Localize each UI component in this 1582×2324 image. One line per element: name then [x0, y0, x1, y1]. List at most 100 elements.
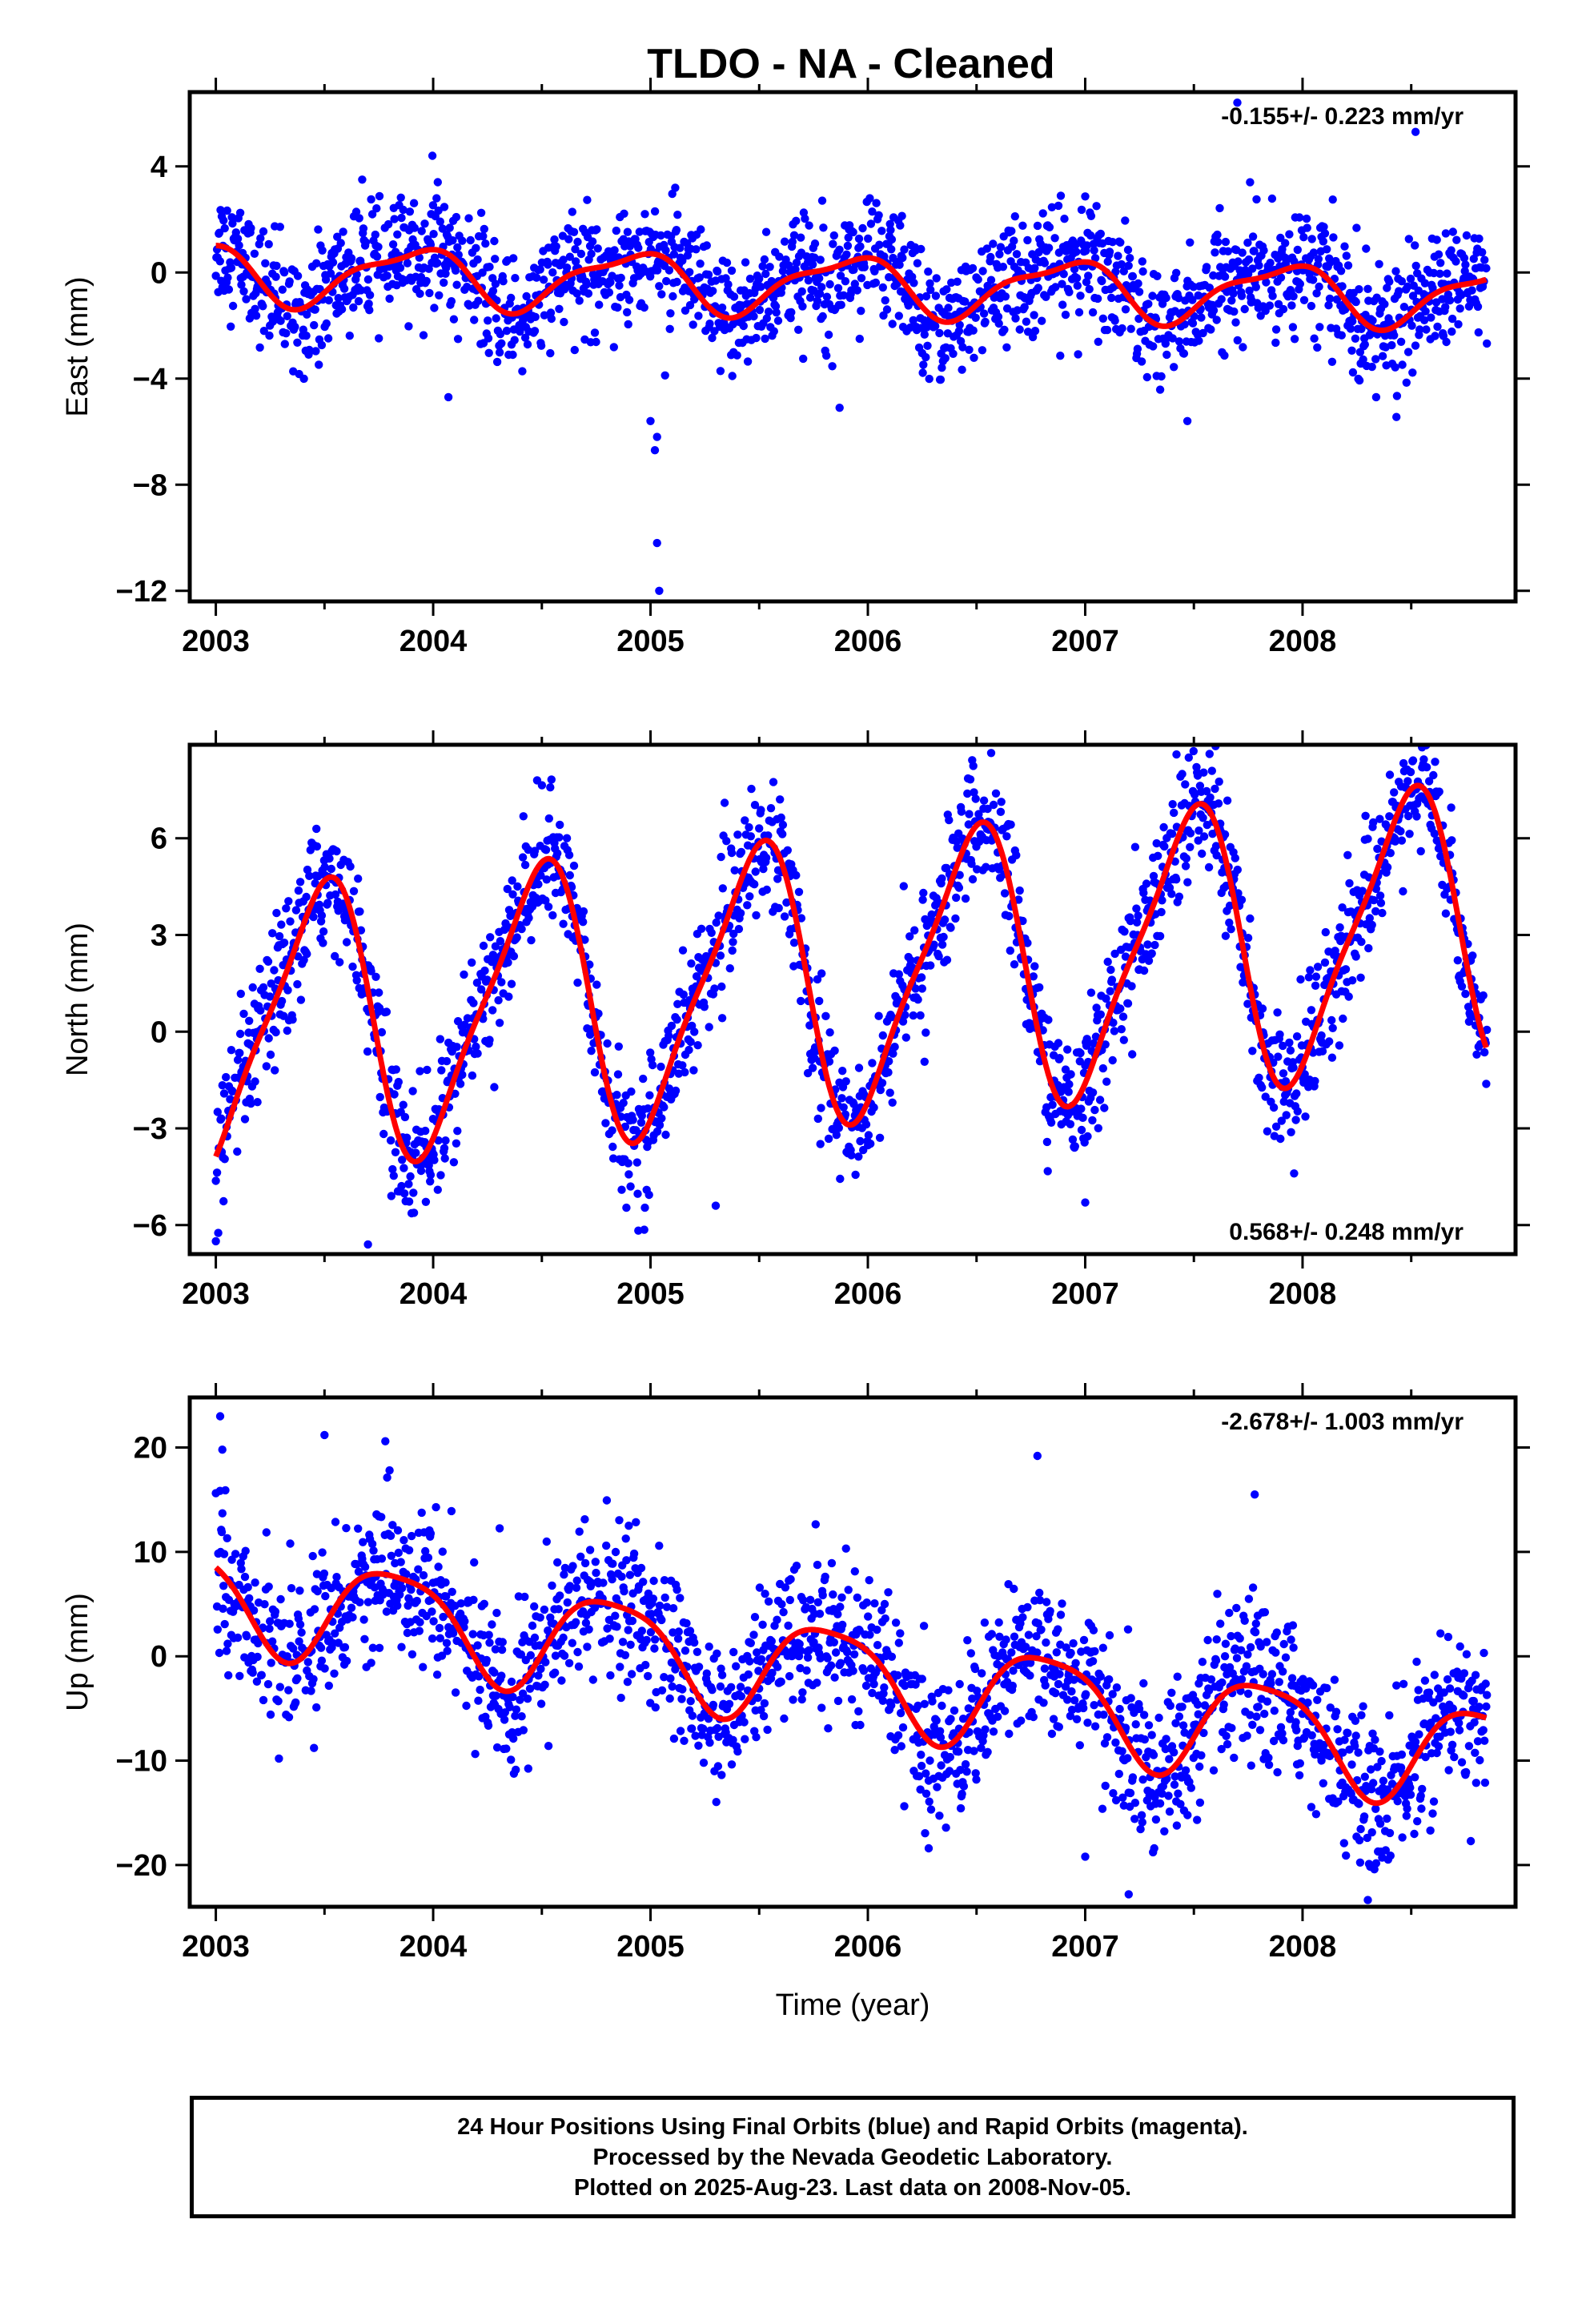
plot-frame	[187, 90, 1518, 604]
data-point	[636, 1118, 646, 1128]
data-point	[409, 1208, 419, 1217]
data-point	[1195, 336, 1203, 345]
data-point	[236, 989, 245, 999]
data-point	[760, 1699, 769, 1708]
y-tick-label: −6	[133, 1209, 167, 1243]
data-point	[618, 1638, 628, 1647]
data-point	[233, 1633, 243, 1642]
data-point	[681, 306, 690, 315]
data-point	[838, 1067, 847, 1076]
data-point	[1058, 300, 1067, 309]
data-point	[363, 1240, 372, 1249]
data-point	[872, 199, 881, 207]
data-point	[267, 1659, 275, 1667]
data-point	[996, 807, 1006, 816]
data-point	[1422, 325, 1431, 334]
data-point	[1434, 250, 1443, 259]
x-tick-label: 2008	[1269, 1277, 1337, 1311]
x-tick-label: 2007	[1051, 1277, 1119, 1311]
data-point	[397, 1181, 406, 1191]
data-point	[625, 1570, 635, 1579]
data-point	[881, 1614, 889, 1623]
data-point	[606, 1671, 615, 1680]
data-point	[1267, 194, 1277, 203]
data-point	[375, 1092, 384, 1102]
data-point	[372, 204, 381, 213]
data-point	[624, 296, 634, 304]
data-point	[331, 890, 340, 899]
data-point	[305, 345, 314, 355]
data-point	[946, 923, 955, 932]
data-point	[711, 1201, 721, 1210]
data-point	[260, 1600, 269, 1609]
data-point	[551, 1668, 560, 1677]
data-point	[673, 1634, 683, 1643]
data-point	[237, 1565, 246, 1574]
data-point	[592, 1568, 600, 1578]
data-point	[882, 305, 892, 314]
data-point	[624, 1626, 632, 1634]
data-point	[887, 235, 897, 244]
data-point	[1063, 1045, 1072, 1054]
data-point	[717, 1671, 727, 1679]
data-point	[1295, 279, 1305, 288]
data-point	[456, 1599, 465, 1608]
data-point	[452, 212, 461, 222]
data-point	[781, 1583, 790, 1592]
data-point	[1202, 786, 1211, 796]
data-point	[1246, 914, 1255, 923]
data-point	[1308, 275, 1318, 284]
data-point	[527, 935, 536, 945]
data-point	[805, 221, 813, 230]
data-point	[1108, 1055, 1117, 1065]
data-point	[799, 354, 808, 364]
data-point	[1044, 1015, 1053, 1024]
data-point	[819, 223, 828, 232]
data-point	[318, 1548, 327, 1557]
data-point	[1082, 278, 1091, 287]
data-point	[829, 1638, 839, 1647]
data-point	[541, 1658, 550, 1667]
data-point	[263, 1679, 273, 1689]
data-point	[1229, 289, 1238, 298]
data-point	[1168, 334, 1177, 343]
data-point	[1183, 878, 1192, 887]
data-point	[1152, 838, 1161, 848]
data-point	[982, 862, 990, 871]
data-point	[1258, 1004, 1267, 1013]
data-point	[1441, 909, 1451, 918]
data-point	[864, 1612, 873, 1621]
data-point	[720, 798, 729, 807]
data-point	[854, 234, 864, 243]
data-point	[331, 951, 339, 961]
data-point	[348, 962, 357, 971]
data-point	[517, 1712, 526, 1721]
data-point	[1314, 255, 1323, 263]
data-point	[679, 990, 688, 999]
data-point	[233, 1055, 243, 1064]
data-point	[1128, 1050, 1137, 1059]
data-point	[430, 1156, 439, 1164]
data-point	[1137, 357, 1146, 366]
data-point	[371, 972, 380, 982]
data-point	[685, 267, 694, 276]
data-point	[404, 322, 413, 331]
data-point	[348, 1613, 357, 1622]
data-point	[816, 1140, 825, 1148]
data-point	[611, 1611, 620, 1620]
data-point	[856, 1136, 865, 1146]
data-point	[536, 1613, 544, 1622]
data-point	[783, 846, 792, 855]
data-point	[325, 854, 334, 863]
data-point	[426, 1529, 436, 1538]
data-point	[588, 1675, 597, 1684]
data-point	[1012, 250, 1022, 259]
data-point	[885, 1088, 894, 1097]
data-point	[1435, 787, 1443, 796]
data-point	[490, 236, 499, 246]
data-point	[1070, 1142, 1080, 1151]
data-point	[1239, 343, 1247, 352]
data-point	[1412, 812, 1421, 821]
data-point	[575, 1527, 584, 1536]
data-point	[1073, 281, 1082, 290]
